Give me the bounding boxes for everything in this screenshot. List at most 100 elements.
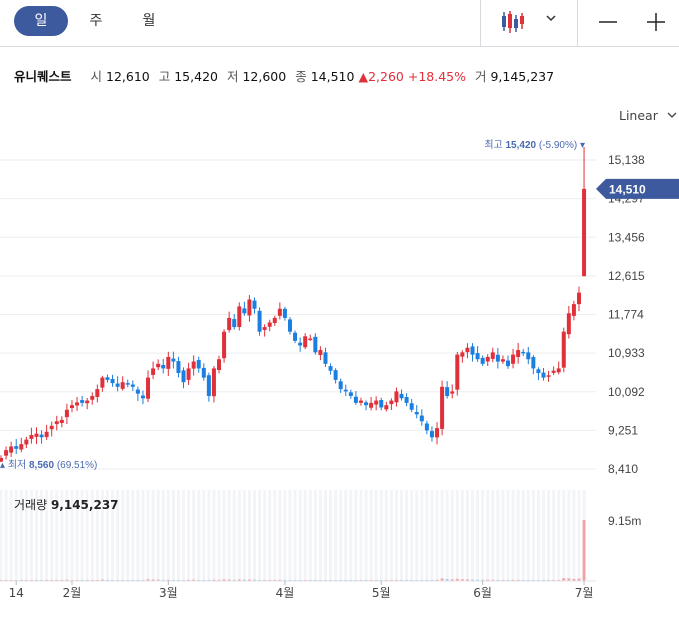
volume-slot xyxy=(491,490,495,581)
volume-bar xyxy=(455,578,459,581)
volume-slot xyxy=(70,490,74,581)
volume-slot xyxy=(273,490,277,581)
candle-body xyxy=(242,308,247,314)
candle-body xyxy=(252,300,257,309)
zoom-out-button[interactable] xyxy=(592,6,624,38)
candle-body xyxy=(521,351,526,354)
price-tick-label: 11,774 xyxy=(608,308,644,322)
volume-slot xyxy=(141,490,145,581)
volume-bar xyxy=(268,579,272,581)
price-tick-label: 9,251 xyxy=(608,423,638,437)
volume-slot xyxy=(567,490,571,581)
volume-bar xyxy=(237,579,241,581)
volume-bar xyxy=(253,579,256,581)
volume-background xyxy=(0,490,586,581)
candle-body xyxy=(9,446,14,453)
volume-slot xyxy=(318,490,322,581)
price-chart[interactable]: 15,13814,29713,45612,61511,77410,93310,0… xyxy=(0,130,679,618)
candle xyxy=(125,379,130,388)
candle xyxy=(556,361,561,375)
volume-bar xyxy=(582,520,586,581)
volume-slot xyxy=(435,490,439,581)
candle xyxy=(206,372,211,402)
volume-bar xyxy=(567,578,571,581)
volume-slot xyxy=(562,490,566,581)
candle-body xyxy=(19,444,24,450)
candle-body xyxy=(460,352,465,357)
volume-slot xyxy=(389,490,393,581)
candle-body xyxy=(272,317,277,324)
candle xyxy=(130,380,135,391)
volume-slot xyxy=(80,490,84,581)
candle xyxy=(120,376,125,391)
candle xyxy=(39,430,44,444)
candle xyxy=(419,409,424,426)
volume-slot xyxy=(425,490,429,581)
zoom-in-button[interactable] xyxy=(640,6,672,38)
volume-slot xyxy=(212,490,216,581)
candle-body xyxy=(313,336,318,353)
volume-bar xyxy=(192,579,196,581)
volume-bar xyxy=(318,579,322,581)
candle-body xyxy=(135,389,140,394)
candle-body xyxy=(348,392,353,396)
volume-label: 거 xyxy=(474,69,487,84)
candle xyxy=(470,343,475,362)
candle xyxy=(293,330,298,344)
candle-body xyxy=(551,370,556,373)
candle-body xyxy=(571,304,576,316)
candle-body xyxy=(282,308,287,318)
volume-bar xyxy=(313,579,317,581)
candle xyxy=(384,401,389,412)
volume-slot xyxy=(24,490,28,581)
candle xyxy=(217,355,222,374)
candles xyxy=(0,147,587,463)
volume-slot xyxy=(496,490,500,581)
candle-body xyxy=(201,367,206,378)
volume-slot xyxy=(476,490,480,581)
stock-summary: 유니퀘스트 시 12,610 고 15,420 저 12,600 종 14,51… xyxy=(14,66,554,85)
volume-slot xyxy=(415,490,419,581)
volume-slot xyxy=(369,490,373,581)
candle xyxy=(445,381,450,399)
candle-body xyxy=(429,431,434,438)
chevron-down-icon xyxy=(667,112,677,118)
period-tab-weekly[interactable]: 주 xyxy=(89,13,103,29)
candle xyxy=(546,370,551,382)
candle-body xyxy=(151,368,156,375)
volume-slot xyxy=(278,490,282,581)
volume-bar xyxy=(65,579,69,581)
candle xyxy=(313,333,318,355)
candle xyxy=(277,302,282,320)
candle xyxy=(308,334,313,341)
candle xyxy=(237,302,242,331)
candle xyxy=(409,398,414,413)
candle-body xyxy=(75,402,80,406)
scale-selector[interactable]: Linear xyxy=(619,108,678,123)
change-percent: +18.45% xyxy=(407,69,466,84)
candle-body xyxy=(506,360,510,367)
price-tick-label: 10,933 xyxy=(608,346,645,360)
volume-bar xyxy=(207,579,211,581)
candle-body xyxy=(39,434,44,438)
candle-body xyxy=(54,421,59,425)
volume-bar xyxy=(460,579,464,581)
chart-type-selector[interactable] xyxy=(480,0,578,46)
candle xyxy=(19,437,24,453)
candle-body xyxy=(399,393,404,399)
candle xyxy=(9,441,14,457)
chevron-down-icon xyxy=(546,15,556,22)
candle xyxy=(34,427,39,445)
candle-body xyxy=(495,354,500,362)
volume-bar xyxy=(283,579,287,581)
candle-body xyxy=(561,331,566,368)
period-tab-monthly[interactable]: 월 xyxy=(142,13,156,29)
candle xyxy=(333,368,338,384)
candle xyxy=(551,366,556,375)
candle-body xyxy=(546,375,551,377)
candle-body xyxy=(480,357,485,364)
volume-slot xyxy=(222,490,226,581)
period-tab-daily[interactable]: 일 xyxy=(14,6,68,36)
volume-bar xyxy=(232,579,236,581)
candle-body xyxy=(191,361,196,369)
